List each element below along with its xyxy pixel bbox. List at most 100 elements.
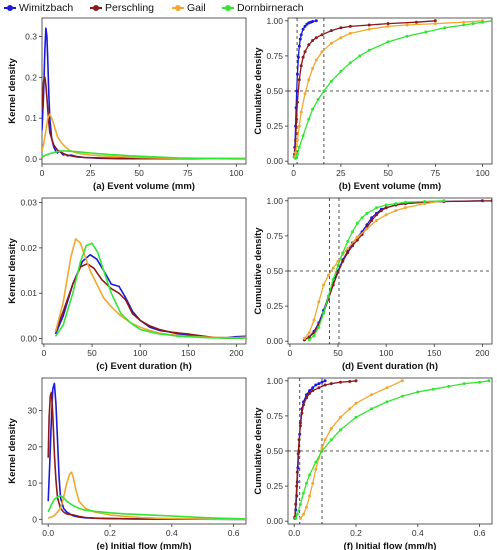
data-point: [370, 393, 373, 397]
y-axis-label: Kernel density: [7, 418, 18, 484]
x-tick-label: 0.4: [166, 528, 178, 538]
data-point: [323, 383, 327, 387]
data-point: [295, 100, 299, 104]
x-tick-label: 50: [134, 168, 144, 178]
x-tick-label: 0.2: [104, 528, 116, 538]
data-point: [403, 206, 407, 210]
data-point: [370, 407, 373, 411]
series-line-dornbirnerach: [295, 380, 489, 519]
data-point: [462, 20, 466, 24]
y-axis-label: Kernel density: [7, 238, 18, 304]
data-point: [400, 379, 404, 383]
data-point: [297, 44, 301, 48]
data-point: [375, 213, 378, 217]
series-group: [302, 199, 492, 342]
data-point: [314, 467, 318, 471]
data-point: [297, 438, 301, 442]
data-point: [303, 92, 307, 96]
data-point: [348, 24, 352, 28]
data-point: [311, 107, 315, 111]
series-group: [47, 382, 246, 521]
series-line-gail: [299, 380, 403, 519]
data-point: [385, 386, 389, 390]
data-point: [298, 502, 302, 506]
data-point: [308, 391, 312, 395]
data-point: [367, 23, 371, 27]
y-tick-label: 1.00: [266, 196, 283, 206]
data-point: [341, 259, 345, 263]
y-tick-label: 10: [28, 478, 38, 488]
x-tick-label: 75: [183, 168, 193, 178]
data-point: [386, 40, 390, 44]
data-point: [320, 50, 324, 54]
data-point: [295, 89, 299, 93]
data-point: [320, 449, 324, 453]
data-point: [354, 415, 358, 419]
data-point: [322, 311, 326, 315]
data-point: [360, 216, 364, 220]
data-point: [379, 209, 383, 213]
data-point: [301, 134, 305, 138]
x-axis-label: (a) Event volume (mm): [93, 181, 195, 192]
data-point: [354, 401, 358, 405]
y-tick-label: 0.02: [20, 243, 37, 253]
data-point: [400, 394, 404, 398]
data-point: [299, 64, 303, 68]
data-point: [423, 202, 427, 206]
data-point: [375, 206, 378, 210]
data-point: [394, 209, 398, 213]
data-point: [317, 325, 321, 329]
y-tick-label: 0.25: [266, 121, 283, 131]
data-point: [339, 415, 342, 419]
data-point: [336, 270, 340, 274]
y-tick-label: 0.3: [25, 31, 37, 41]
data-point: [351, 244, 354, 248]
data-point: [462, 23, 466, 27]
data-point: [348, 380, 352, 383]
x-axis-label: (c) Event duration (h): [96, 361, 192, 372]
data-point: [307, 78, 311, 82]
legend-swatch: [90, 5, 102, 11]
data-point: [295, 512, 299, 516]
series-line-dornbirnerach: [42, 150, 246, 160]
data-point: [370, 219, 374, 222]
data-point: [351, 230, 354, 234]
data-point: [311, 481, 315, 485]
data-point: [299, 110, 303, 114]
data-point: [329, 427, 333, 430]
data-point: [329, 29, 333, 33]
data-point: [314, 383, 318, 387]
y-tick-label: 0.00: [266, 336, 283, 346]
data-point: [295, 470, 299, 474]
data-point: [317, 386, 321, 390]
data-point: [307, 331, 311, 335]
data-point: [299, 33, 303, 37]
x-tick-label: 75: [431, 168, 441, 178]
plot-area: [41, 197, 247, 345]
data-point: [424, 30, 428, 34]
data-point: [433, 22, 437, 26]
y-tick-label: 0.50: [266, 86, 283, 96]
data-point: [297, 124, 301, 128]
legend-item-perschling: Perschling: [90, 1, 154, 15]
data-point: [416, 390, 420, 394]
data-point: [307, 338, 311, 342]
series-line-perschling: [47, 391, 246, 521]
data-point: [326, 294, 330, 298]
x-tick-label: 0.6: [228, 528, 240, 538]
data-point: [322, 283, 326, 287]
chart-panel-5: 0 10 20 30 0.0 0.2 0.4 0.6 (e) Initial flow (mm/…: [7, 377, 247, 550]
y-tick-label: 0.25: [266, 481, 283, 491]
data-point: [348, 61, 352, 65]
data-point: [296, 452, 300, 456]
data-point: [297, 145, 301, 149]
data-point: [490, 19, 492, 23]
data-point: [384, 203, 388, 207]
data-point: [305, 481, 308, 485]
x-axis-label: (b) Event volume (mm): [339, 181, 441, 192]
data-point: [312, 334, 316, 338]
data-point: [370, 216, 374, 220]
data-point: [414, 20, 418, 24]
data-point: [298, 516, 302, 520]
